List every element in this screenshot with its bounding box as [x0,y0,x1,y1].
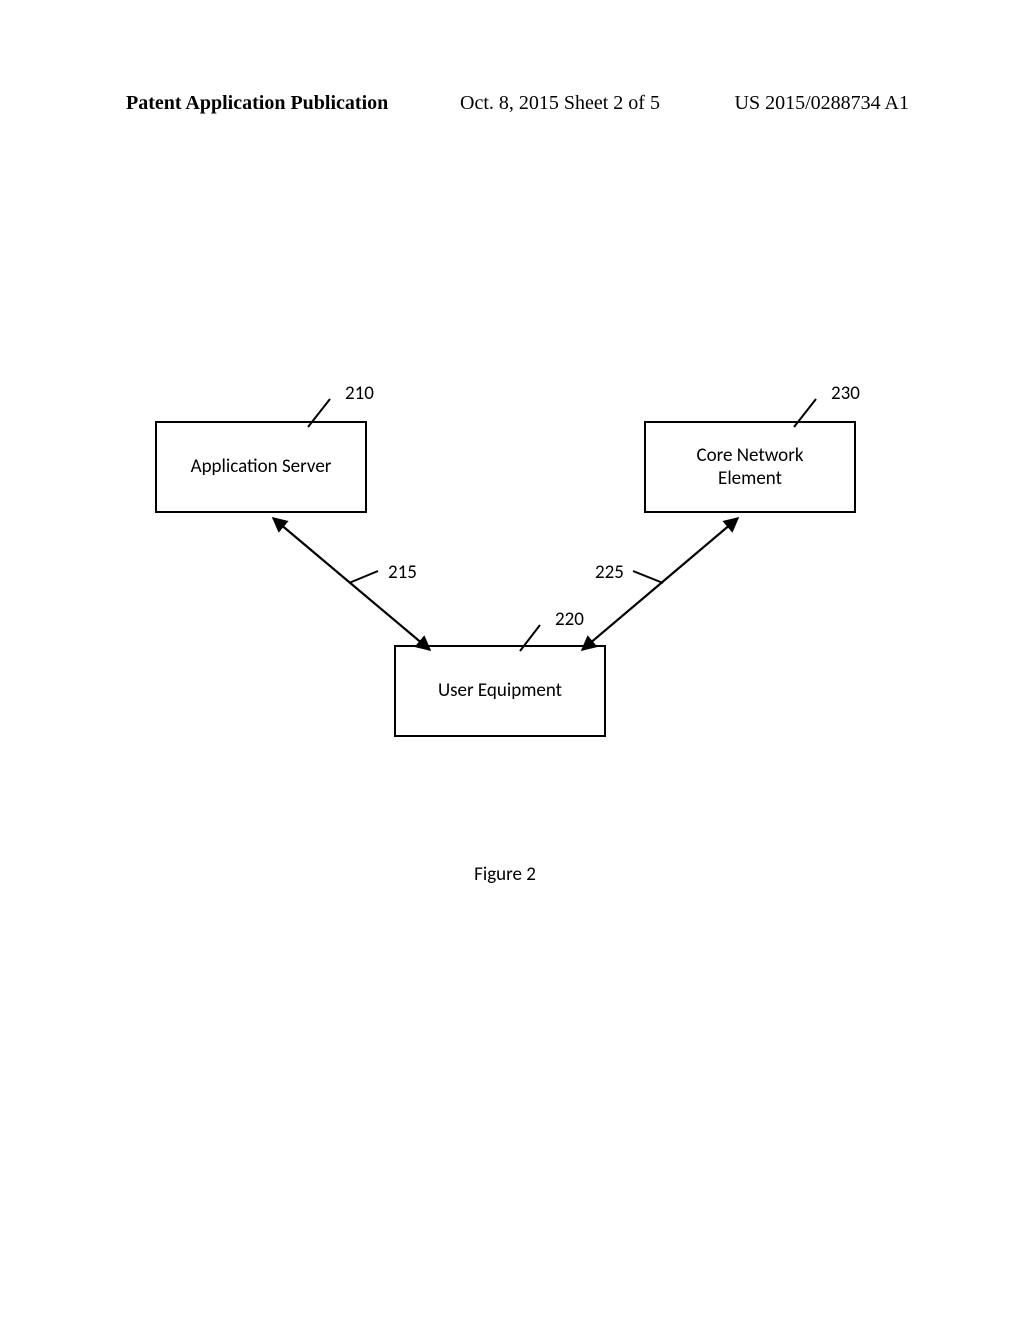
ref-225: 225 [595,561,624,584]
node-core-network-element-label-1: Core Network [697,444,804,467]
ref-220: 220 [555,608,584,631]
edge-corenetwork-userequipment [582,518,738,650]
ref-230: 230 [831,382,860,405]
figure-caption: Figure 2 [474,863,536,886]
node-core-network-element-label-2: Element [718,467,783,490]
figure-canvas: Application Server Core Network Element … [0,0,1024,1320]
node-user-equipment-label: User Equipment [438,679,563,702]
edge-appserver-userequipment [273,518,430,650]
node-application-server-label: Application Server [191,455,332,478]
leader-215 [349,571,378,583]
ref-215: 215 [388,561,417,584]
leader-225 [633,571,663,583]
ref-210: 210 [345,382,374,405]
page: Patent Application Publication Oct. 8, 2… [0,0,1024,1320]
